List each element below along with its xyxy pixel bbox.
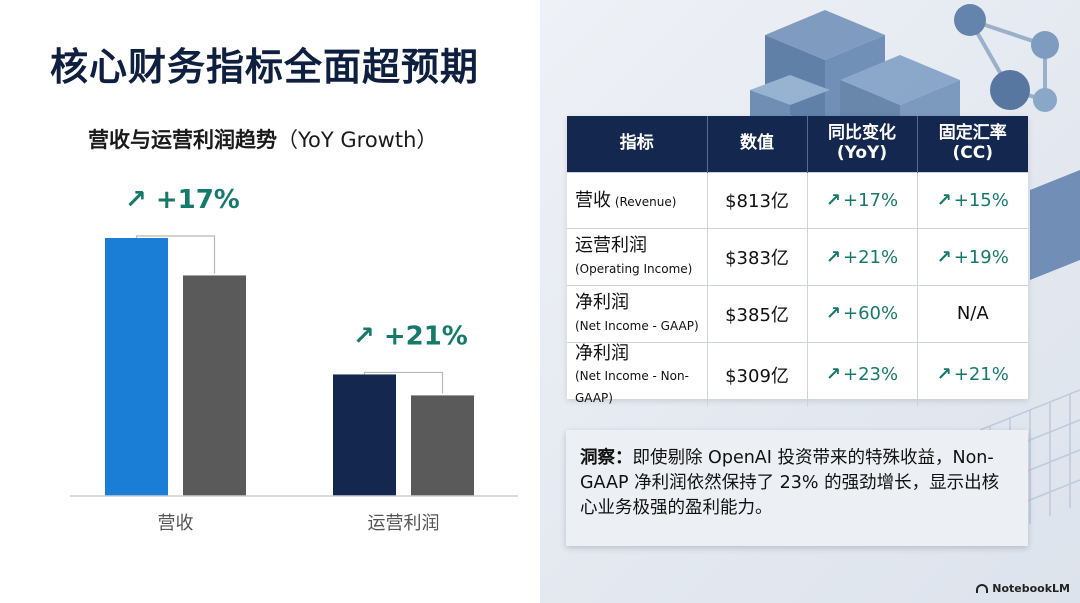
metrics-table: 指标 数值 同比变化 (YoY) 固定汇率 (CC) 营收 (Revenue) $81… — [567, 116, 1028, 408]
up-arrow-icon: ↗ — [936, 246, 952, 268]
up-arrow-icon: ↗ — [825, 364, 841, 386]
bar-0-1 — [183, 275, 246, 496]
up-arrow-icon: ↗ — [936, 364, 952, 386]
yoy-cell: ↗ +23% — [807, 341, 918, 408]
cc-value: +21% — [953, 364, 1009, 386]
metric-subtitle: (Net Income - Non-GAAP) — [575, 369, 689, 405]
yoy-cell: ↗ +17% — [807, 171, 918, 229]
yoy-value: +60% — [843, 303, 899, 325]
value-cell: $385亿 — [707, 284, 808, 343]
yoy-value: +17% — [843, 189, 899, 211]
value-cell: $309亿 — [707, 341, 808, 408]
bar-1-0 — [333, 374, 396, 496]
insight-text: 即使剔除 OpenAI 投资带来的特殊收益，Non-GAAP 净利润依然保持了 … — [580, 448, 1000, 518]
metric-cell: 运营利润 (Operating Income) — [567, 228, 708, 286]
cc-cell: ↗ +19% — [917, 228, 1028, 286]
category-label: 营收 — [158, 513, 194, 534]
chart-title: 营收与运营利润趋势（YoY Growth） — [88, 124, 437, 154]
metric-subtitle: (Operating Income) — [575, 262, 693, 277]
brand-mark: NotebookLM — [976, 582, 1070, 595]
metric-subtitle: (Net Income - GAAP) — [575, 318, 699, 333]
cc-cell: ↗ +15% — [917, 171, 1028, 229]
up-arrow-icon: ↗ — [825, 246, 841, 268]
table-row: 营收 (Revenue) $813亿 ↗ +17% ↗ +15% — [567, 171, 1028, 229]
header-cc-line-0: 固定汇率 — [938, 123, 1007, 144]
table-header-row: 指标 数值 同比变化 (YoY) 固定汇率 (CC) — [567, 116, 1028, 172]
slide-title: 核心财务指标全面超预期 — [50, 45, 480, 89]
cc-value: +19% — [953, 246, 1009, 268]
growth-label: ↗ +17% — [125, 185, 240, 215]
header-value: 数值 — [707, 116, 808, 172]
metric-name: 净利润 — [575, 292, 629, 314]
chart-title-cn: 营收与运营利润趋势 — [88, 128, 277, 152]
header-metric: 指标 — [567, 116, 708, 172]
yoy-cell: ↗ +21% — [807, 228, 918, 286]
cc-value: +15% — [953, 189, 1009, 211]
table-row: 净利润 (Net Income - Non-GAAP) $309亿 ↗ +23% ↗ +21… — [567, 341, 1028, 408]
metrics-table-container: 指标 数值 同比变化 (YoY) 固定汇率 (CC) 营收 (Revenue) $81… — [567, 116, 1028, 408]
brand-name: NotebookLM — [992, 582, 1070, 595]
growth-bracket — [363, 371, 444, 394]
value-cell: $383亿 — [707, 228, 808, 286]
up-arrow-icon: ↗ — [936, 189, 952, 211]
value-cell: $813亿 — [707, 171, 808, 229]
insight-box: 洞察：即使剔除 OpenAI 投资带来的特殊收益，Non-GAAP 净利润依然保… — [566, 430, 1028, 546]
header-yoy-line-0: 同比变化 — [828, 123, 896, 144]
yoy-value: +21% — [843, 246, 899, 268]
table-row: 净利润 (Net Income - GAAP) $385亿 ↗ +60% N/A — [567, 284, 1028, 343]
metric-cell: 净利润 (Net Income - GAAP) — [567, 284, 708, 343]
chart-title-en: （YoY Growth） — [277, 128, 438, 152]
metric-name: 运营利润 — [575, 235, 647, 257]
bar-0-0 — [105, 238, 168, 496]
yoy-cell: ↗ +60% — [807, 284, 918, 343]
category-label: 运营利润 — [368, 513, 440, 534]
growth-bracket — [135, 235, 216, 274]
bar-1-1 — [411, 395, 474, 496]
metric-cell: 营收 (Revenue) — [567, 171, 708, 229]
up-arrow-icon: ↗ — [825, 189, 841, 211]
header-yoy: 同比变化 (YoY) — [807, 116, 918, 172]
yoy-value: +23% — [843, 364, 899, 386]
metric-subtitle: (Revenue) — [611, 194, 677, 209]
header-yoy-line-1: (YoY) — [836, 142, 888, 163]
notebooklm-logo-icon — [976, 584, 989, 593]
header-cc-line-1: (CC) — [952, 142, 994, 163]
metric-cell: 净利润 (Net Income - Non-GAAP) — [567, 341, 708, 408]
header-cc: 固定汇率 (CC) — [917, 116, 1028, 172]
up-arrow-icon: ↗ — [825, 303, 841, 325]
cc-cell: N/A — [917, 284, 1028, 343]
metric-name: 营收 — [575, 189, 611, 211]
growth-label: ↗ +21% — [353, 321, 468, 351]
metric-name: 净利润 — [575, 342, 629, 364]
insight-label: 洞察： — [580, 448, 633, 468]
bar-chart: ↗ +17% 营收 ↗ +21% 运营利润 — [70, 185, 518, 534]
table-row: 运营利润 (Operating Income) $383亿 ↗ +21% ↗ +19% — [567, 228, 1028, 286]
cc-cell: ↗ +21% — [917, 341, 1028, 408]
